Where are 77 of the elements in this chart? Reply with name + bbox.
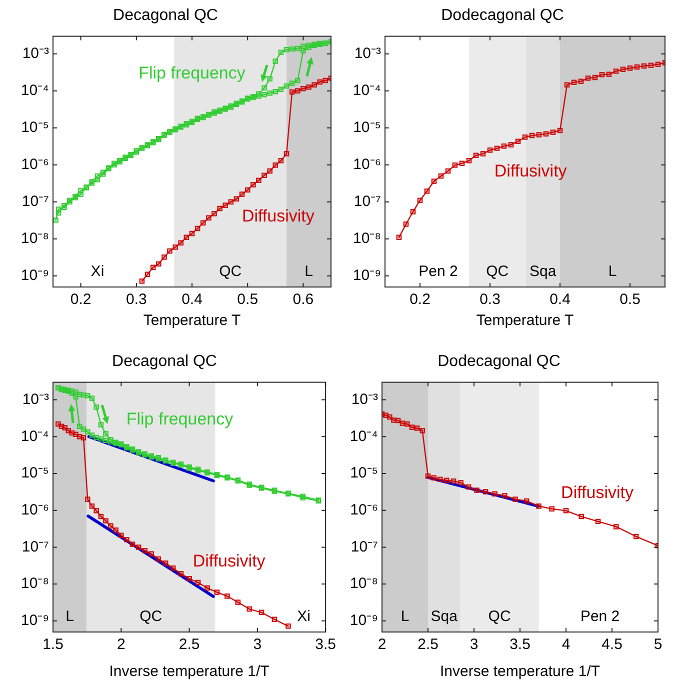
annotation: Pen 2 [418,263,458,280]
band-label: L [400,608,410,626]
band-label: Sqa [530,263,557,280]
x-tick-label: 3.5 [315,636,336,654]
y-tick-label: 10⁻⁴ [20,428,49,445]
band-label: L [304,263,313,280]
y-tick-label: 10⁻⁸ [20,575,49,592]
annotation: Xi [297,608,310,626]
band-label: L [608,263,617,280]
chart-title: Decagonal QC [112,353,217,370]
x-tick-label: 0.5 [620,291,640,308]
x-tick-label: 0.3 [480,291,500,308]
band-label: QC [488,608,511,626]
x-tick-label: 2 [116,636,126,654]
x-tick-label: 0.6 [292,291,314,308]
x-tick-label: 0.4 [182,291,202,308]
x-tick-label: 0.5 [237,291,258,308]
y-tick-label: 10⁻⁶ [353,156,381,173]
y-tick-label: 10⁻⁷ [354,193,381,210]
y-tick-label: 10⁻⁶ [21,156,49,173]
y-tick-label: 10⁻⁸ [352,230,381,247]
band-label: Sqa [430,608,458,626]
x-tick-label: 0.2 [410,291,430,308]
y-tick-label: 10⁻⁹ [20,612,49,630]
y-tick-label: 10⁻⁷ [22,193,49,210]
legend-label: Flip frequency [138,64,246,83]
chart-title: Dodecagonal QC [438,353,560,370]
y-tick-label: 10⁻⁷ [22,538,49,556]
y-tick-label: 10⁻⁴ [20,82,49,99]
x-tick-label: 5 [654,636,662,654]
y-tick-label: 10⁻⁴ [350,428,378,445]
band-label: QC [140,608,162,626]
y-tick-label: 10⁻³ [351,390,378,408]
legend-label: Flip frequency [126,409,234,428]
y-tick-label: 10⁻⁵ [21,464,49,482]
y-tick-label: 10⁻³ [22,44,49,62]
x-tick-label: 0.3 [126,291,147,308]
series-label: Diffusivity [242,206,315,226]
x-axis-title: Temperature T [476,312,574,330]
annotation: Pen 2 [580,608,620,626]
x-axis-title: Inverse temperature 1/T [440,663,600,680]
y-tick-label: 10⁻⁸ [20,230,49,247]
y-tick-label: 10⁻⁸ [350,575,378,592]
y-tick-label: 10⁻⁷ [350,538,378,556]
band-label: QC [486,263,509,280]
x-axis-title: Temperature T [143,312,241,330]
y-tick-label: 10⁻⁵ [21,118,49,136]
x-tick-label: 0.4 [550,291,570,308]
band-label: QC [219,263,242,280]
band-label: L [66,608,74,626]
y-tick-label: 10⁻³ [354,44,381,62]
series-label: Diffusivity [494,161,568,180]
x-tick-label: 3 [253,636,262,654]
x-tick-label: 4 [562,636,570,654]
x-tick-label: 1.5 [42,636,64,654]
chart-title: Dodecagonal QC [441,7,564,24]
series-label: Diffusivity [192,552,266,571]
y-tick-label: 10⁻⁹ [350,612,378,630]
y-tick-label: 10⁻⁵ [353,118,381,136]
y-tick-label: 10⁻⁹ [352,267,381,284]
x-tick-label: 4.5 [602,636,622,654]
y-tick-label: 10⁻⁹ [20,267,49,284]
annotation: Xi [90,263,104,280]
x-tick-label: 0.2 [70,291,92,308]
y-tick-label: 10⁻⁶ [21,501,49,518]
x-tick-label: 2.5 [178,636,200,654]
x-axis-title: Inverse temperature 1/T [109,663,270,680]
y-tick-label: 10⁻³ [22,390,49,408]
chart-title: Decagonal QC [113,7,218,24]
x-tick-label: 3.5 [510,636,530,654]
x-tick-label: 3 [470,636,478,654]
x-tick-label: 2.5 [418,636,438,654]
y-tick-label: 10⁻⁴ [352,82,381,99]
y-tick-label: 10⁻⁵ [350,464,378,482]
x-tick-label: 2 [378,636,386,654]
y-tick-label: 10⁻⁶ [350,501,378,518]
series-label: Diffusivity [561,483,634,502]
